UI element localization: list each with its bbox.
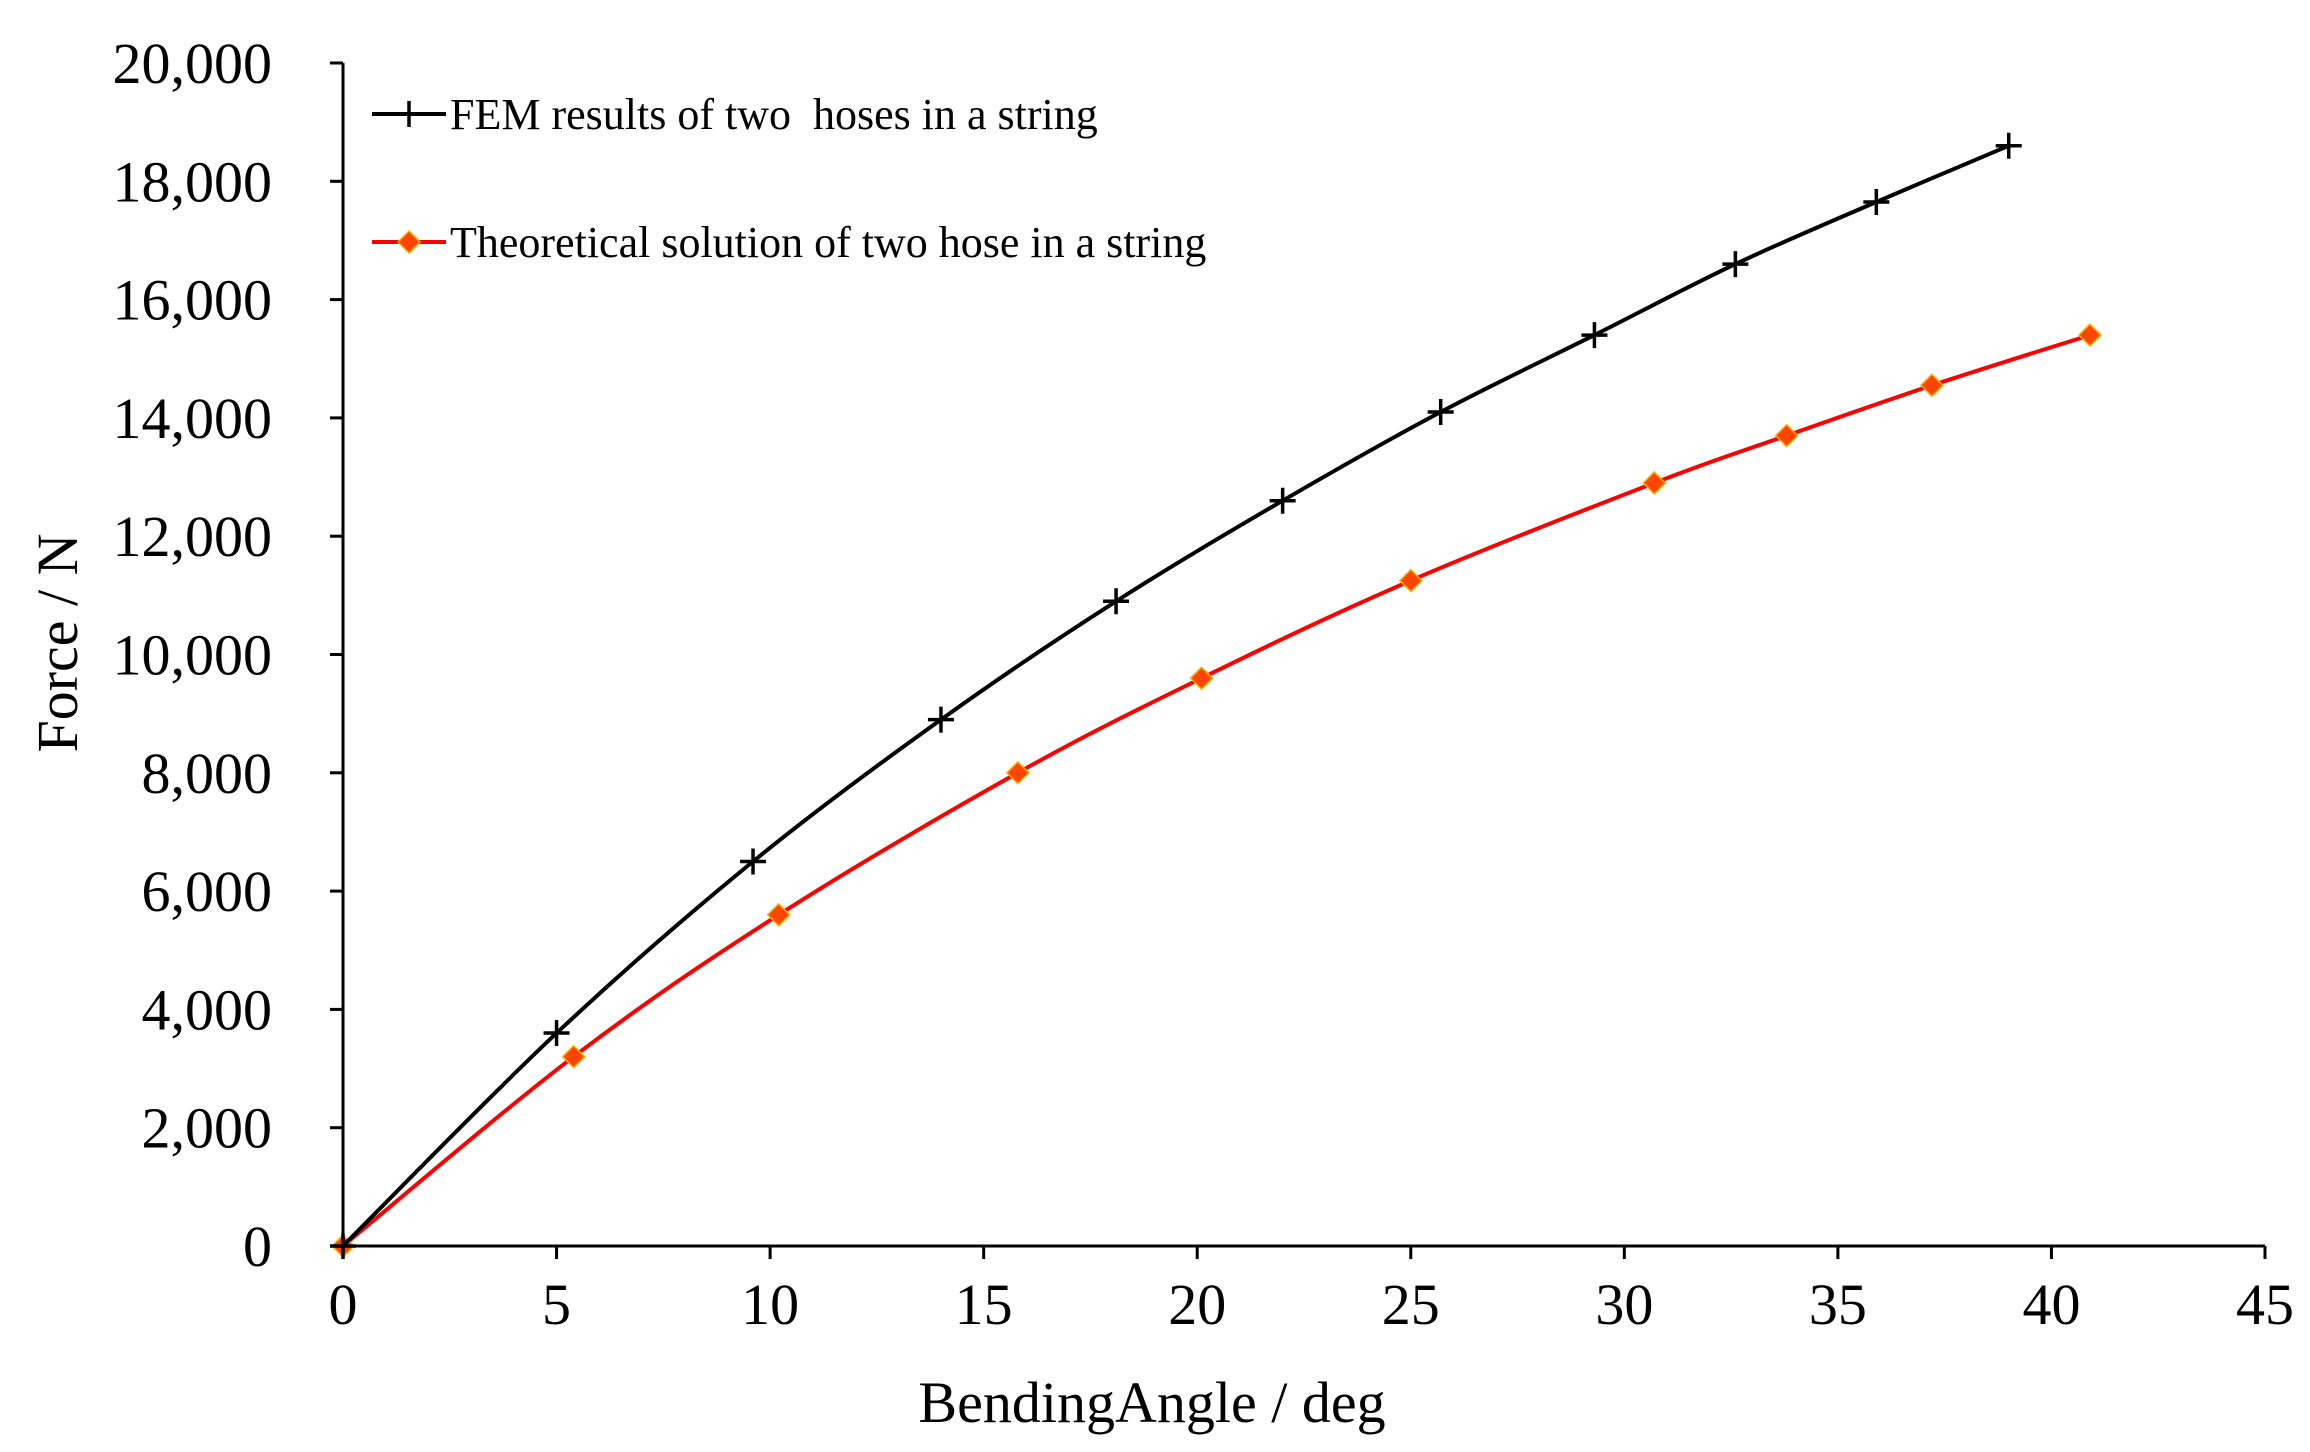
data-point-marker: [1995, 132, 2022, 159]
data-point-marker: [1642, 470, 1667, 496]
x-tick-label: 35: [1809, 1272, 1867, 1337]
y-tick-label: 2,000: [142, 1096, 273, 1161]
plot-area: 0 5 10 15 20 25 30 35 40 45 0 2,000 4,000 6,000 8,000…: [113, 31, 2295, 1337]
x-tick-label: 10: [741, 1272, 799, 1337]
data-point-marker: [927, 706, 954, 733]
data-point-marker: [1581, 322, 1608, 349]
x-axis-title: BendingAngle / deg: [918, 1370, 1385, 1435]
x-tick-label: 20: [1168, 1272, 1226, 1337]
y-axis-title: Force / N: [25, 533, 90, 752]
x-tick-label: 25: [1382, 1272, 1440, 1337]
x-tick-label: 45: [2236, 1272, 2294, 1337]
x-tick-label: 30: [1595, 1272, 1653, 1337]
legend-label-theory: Theoretical solution of two hose in a st…: [450, 218, 1206, 267]
data-point-marker: [561, 1044, 586, 1069]
data-point-marker: [740, 848, 767, 875]
x-tick-label: 15: [955, 1272, 1013, 1337]
y-tick-label: 10,000: [113, 623, 273, 688]
data-point-marker: [1919, 373, 1944, 398]
legend-label-fem: FEM results of two hoses in a string: [450, 90, 1098, 139]
y-tick-label: 8,000: [142, 741, 273, 806]
y-tick-label: 16,000: [113, 268, 273, 333]
legend-entry-theory: Theoretical solution of two hose in a st…: [372, 218, 1206, 267]
legend-entry-fem: FEM results of two hoses in a string: [372, 90, 1098, 139]
series-line-1: [341, 333, 2092, 1248]
data-point-marker: [543, 1020, 570, 1047]
series-1: [330, 323, 2102, 1259]
data-point-marker: [1005, 760, 1030, 785]
data-point-marker: [1398, 568, 1423, 593]
data-point-marker: [1774, 423, 1799, 448]
x-tick-label: 5: [542, 1272, 571, 1337]
y-ticks: 0 2,000 4,000 6,000 8,000 10,000 12,000 14,000 1…: [113, 31, 343, 1279]
y-tick-label: 0: [243, 1214, 272, 1279]
x-ticks: 0 5 10 15 20 25 30 35 40 45: [329, 1246, 2294, 1337]
x-tick-label: 0: [329, 1272, 358, 1337]
x-tick-label: 40: [2022, 1272, 2080, 1337]
data-point-marker: [1189, 666, 1214, 691]
y-tick-label: 20,000: [113, 31, 273, 96]
data-point-marker: [1103, 588, 1130, 615]
legend-marker-fem: [396, 101, 422, 127]
data-point-marker: [1269, 487, 1296, 514]
series-line-0: [341, 143, 2011, 1248]
y-tick-label: 4,000: [142, 977, 273, 1042]
y-tick-label: 14,000: [113, 386, 273, 451]
legend-marker-theory: [396, 229, 422, 255]
data-point-marker: [1427, 398, 1454, 425]
data-point-marker: [2077, 323, 2102, 348]
data-point-marker: [1722, 251, 1749, 278]
data-point-marker: [1863, 189, 1890, 216]
series-0: [330, 132, 2022, 1259]
y-tick-label: 18,000: [113, 149, 273, 214]
series-layer: [330, 132, 2102, 1259]
y-tick-label: 6,000: [142, 859, 273, 924]
legend: FEM results of two hoses in a string The…: [372, 90, 1206, 267]
data-point-marker: [766, 902, 791, 927]
y-tick-label: 12,000: [113, 504, 273, 569]
